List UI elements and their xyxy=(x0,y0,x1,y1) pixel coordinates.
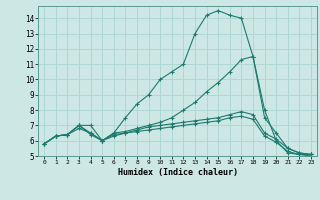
X-axis label: Humidex (Indice chaleur): Humidex (Indice chaleur) xyxy=(118,168,238,177)
